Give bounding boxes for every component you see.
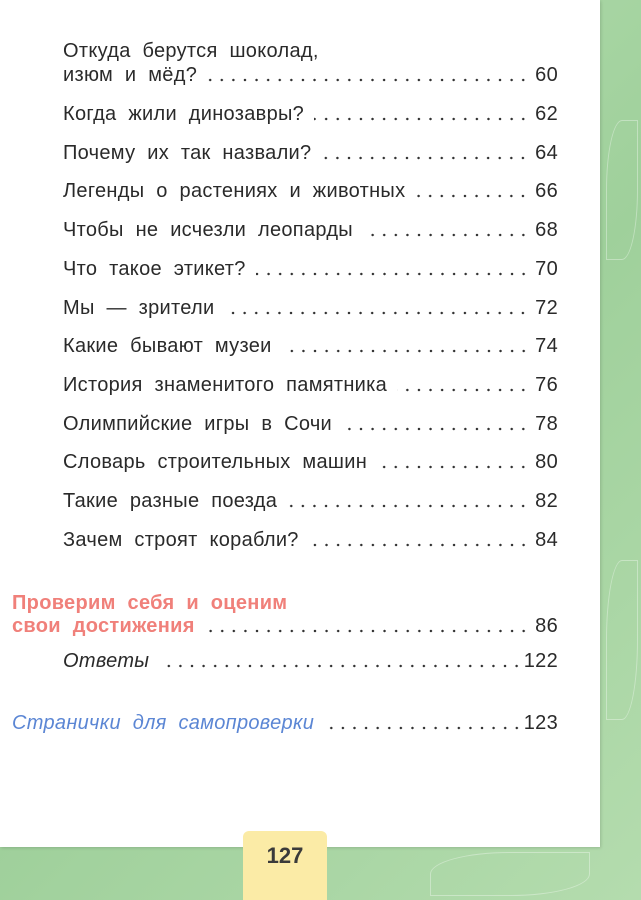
toc-page-number: 84 [535,528,558,551]
dot-leader [159,664,523,668]
toc-entry-title: Такие разные поезда [63,490,278,512]
toc-entry-title: История знаменитого памятника [63,373,388,396]
toc-entry-title: Когда жили динозавры? [63,103,305,125]
dot-leader [362,233,530,238]
toc-page-number: 66 [535,180,558,203]
dot-leader [255,271,530,276]
leaf-decoration [430,852,590,896]
toc-entry-title: Что такое этикет? [63,257,246,280]
toc-entry-self-check[interactable]: Странички для самопроверки 123 [12,712,558,735]
toc-page-number: 60 [535,64,558,86]
leaf-decoration [606,560,638,720]
dot-leader [415,194,530,199]
toc-page-number: 74 [535,335,558,358]
toc-entry-section[interactable]: свои достижения 86 [12,615,558,638]
toc-entry-title: Зачем строят корабли? [63,528,299,551]
toc-page-number: 62 [535,103,558,125]
dot-leader [204,629,530,633]
toc-entry[interactable]: Чтобы не исчезли леопарды 68 [63,219,558,242]
toc-page-number: 72 [535,296,558,319]
toc-entry-title: Легенды о растениях и животных [63,180,406,203]
toc-entry[interactable]: Когда жили динозавры? 62 [63,103,558,126]
toc-entry[interactable]: Что такое этикет? 70 [63,258,558,281]
toc-entry-title: Какие бывают музеи [63,335,272,358]
toc-entry-title: Чтобы не исчезли леопарды [63,219,353,242]
page-number: 127 [243,831,327,900]
toc-page-number: 76 [535,373,558,396]
toc-entry-title: Почему их так назвали? [63,141,312,164]
toc-page-number: 64 [535,141,558,164]
toc-entry-title: Ответы [63,650,150,672]
toc-entry[interactable]: Зачем строят корабли? 84 [63,529,558,552]
toc-page-number: 82 [535,490,558,512]
dot-leader [314,117,530,121]
leaf-decoration [606,120,638,260]
toc-entry-title: изюм и мёд? [63,64,198,86]
dot-leader [324,726,523,730]
toc-entry[interactable]: История знаменитого памятника 76 [63,374,558,397]
dot-leader [308,542,530,547]
dot-leader [287,504,530,508]
toc-entry-title: Словарь строительных машин [63,451,368,474]
dot-leader [397,387,530,392]
toc-page-number: 122 [523,650,558,672]
dot-leader [281,349,530,354]
toc-page-number: 123 [523,712,558,734]
toc-entry[interactable]: Легенды о растениях и животных 66 [63,180,558,203]
section-heading: Проверим себя и оценим [12,592,288,614]
toc-entry[interactable]: Какие бывают музеи 74 [63,335,558,358]
toc-page-number: 70 [535,257,558,280]
toc-page-number: 68 [535,219,558,242]
dot-leader [207,78,530,82]
toc-page-number: 80 [535,451,558,474]
toc-page-number: 86 [535,615,558,637]
dot-leader [224,310,530,315]
toc-entry[interactable]: Такие разные поезда 82 [63,490,558,513]
toc-page: Откуда берутся шоколад, изюм и мёд? 60 К… [0,0,600,847]
toc-entry-title: Олимпийские игры в Сочи [63,412,333,435]
toc-entry-title: Странички для самопроверки [12,712,315,734]
toc-entry[interactable]: Олимпийские игры в Сочи 78 [63,413,558,436]
toc-entry[interactable]: Словарь строительных машин 80 [63,451,558,474]
dot-leader [342,426,530,431]
toc-entry-title: Мы — зрители [63,296,215,319]
toc-entry[interactable]: Почему их так назвали? 64 [63,142,558,165]
section-heading: свои достижения [12,615,195,637]
dot-leader [377,465,530,470]
toc-entry[interactable]: Мы — зрители 72 [63,297,558,320]
toc-entry[interactable]: изюм и мёд? 60 [63,64,558,87]
toc-entry-title: Откуда берутся шоколад, [63,40,319,62]
dot-leader [321,155,530,160]
toc-page-number: 78 [535,412,558,435]
toc-entry-answers[interactable]: Ответы 122 [63,650,558,673]
